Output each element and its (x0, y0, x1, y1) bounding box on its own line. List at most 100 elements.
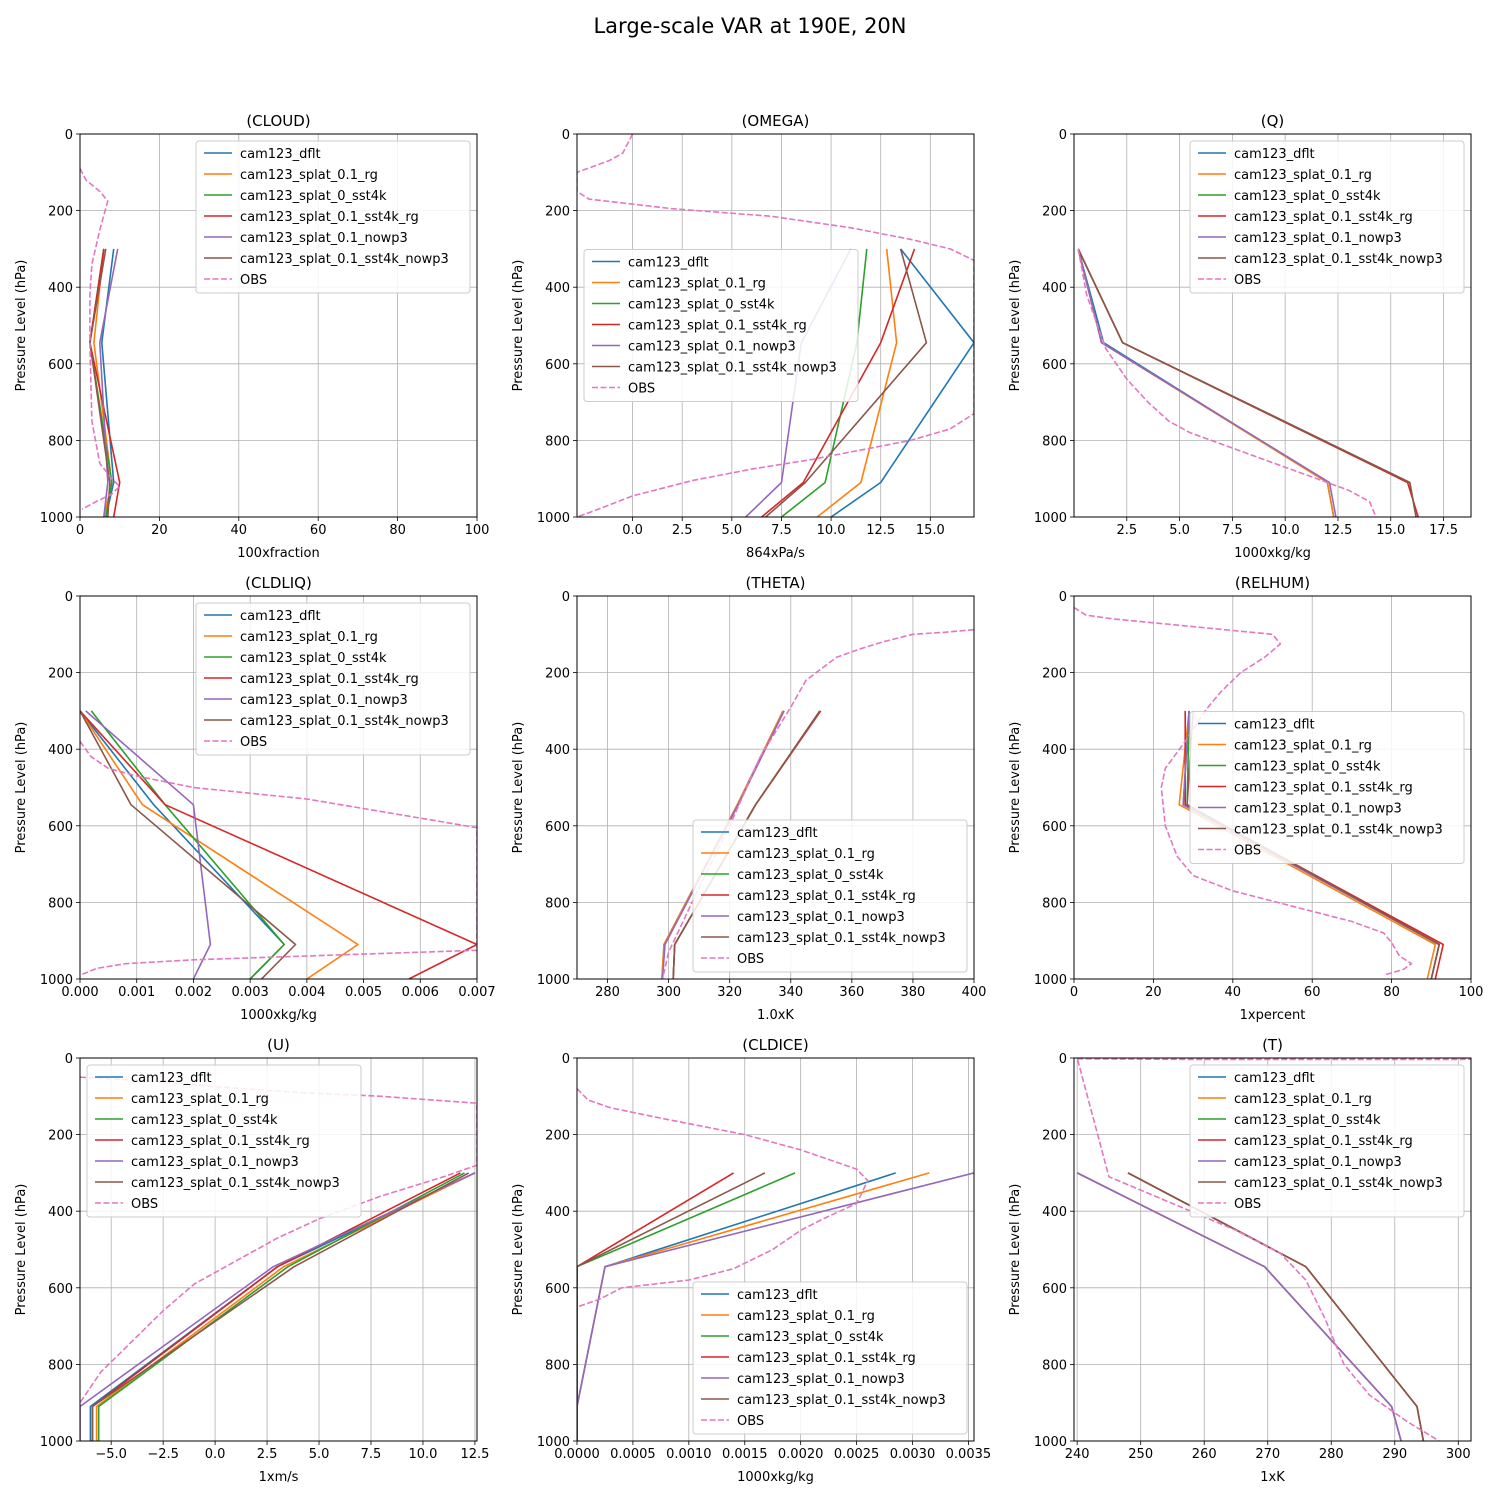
x-tick-label: 10.0 (817, 523, 846, 538)
axes-frame (79, 1057, 478, 1442)
series-line (816, 248, 898, 517)
legend-label: cam123_dflt (1234, 1071, 1315, 1086)
series-line (91, 1172, 470, 1441)
x-tick-label: −2.5 (147, 1447, 179, 1462)
y-tick-label: 1000 (1034, 973, 1067, 988)
x-tick-label: 7.5 (771, 523, 792, 538)
y-tick-label: 800 (545, 1358, 570, 1373)
legend-label: cam123_dflt (628, 256, 709, 271)
y-tick-label: 600 (48, 358, 73, 373)
legend-label: cam123_splat_0_sst4k (628, 298, 775, 313)
y-tick-label: 0 (65, 1052, 73, 1067)
legend-label: OBS (737, 952, 764, 967)
series-line (1077, 248, 1337, 517)
y-tick-label: 1000 (537, 973, 570, 988)
legend-box (692, 1281, 968, 1435)
y-tick-label: 1000 (40, 511, 73, 526)
y-tick-label: 0 (562, 590, 570, 605)
y-tick-label: 400 (545, 281, 570, 296)
axes-frame (1073, 1057, 1472, 1442)
legend-label: cam123_splat_0_sst4k (131, 1113, 278, 1128)
x-tick-label: 10.0 (1271, 523, 1300, 538)
x-tick-label: 0.003 (232, 985, 269, 1000)
series-line (577, 134, 974, 517)
chart-5: 280 300 320 340 360 380 400 0 200 400 600 800 1000 (T… (511, 574, 986, 1023)
x-tick-label: 260 (1192, 1447, 1217, 1462)
y-tick-label: 200 (545, 1129, 570, 1144)
subplot-title: (THETA) (746, 574, 806, 592)
y-tick-label: 200 (48, 205, 73, 220)
y-tick-label: 200 (545, 667, 570, 682)
legend: cam123_dflt cam123_splat_0.1_rg cam123_spl… (86, 1064, 362, 1218)
series-line (577, 1088, 869, 1308)
chart-2: 0.0 2.5 5.0 7.5 10.0 12.5 15.0 0 200 400 600 800 100… (511, 112, 975, 561)
series-line (80, 1172, 476, 1441)
series-line (101, 248, 115, 517)
x-tick-label: 280 (595, 985, 620, 1000)
legend: cam123_dflt cam123_splat_0.1_rg cam123_spl… (1189, 711, 1465, 864)
x-tick-label: 2.5 (257, 1447, 278, 1462)
y-tick-label: 400 (48, 281, 73, 296)
x-tick-label: 0 (1070, 985, 1078, 1000)
x-tick-label: 360 (839, 985, 864, 1000)
axes-frame (79, 133, 478, 518)
legend: cam123_dflt cam123_splat_0.1_rg cam123_spl… (1189, 140, 1465, 294)
x-tick-label: 7.5 (1222, 523, 1243, 538)
legend-label: cam123_dflt (240, 147, 321, 162)
series-line (1077, 248, 1417, 517)
x-tick-label: 40 (1225, 985, 1242, 1000)
legend-box (692, 819, 968, 973)
series-line (89, 248, 111, 517)
x-tick-label: 20 (1145, 985, 1162, 1000)
legend-label: cam123_splat_0.1_sst4k_rg (737, 1351, 916, 1366)
axes-frame (79, 595, 478, 980)
y-tick-label: 200 (1042, 205, 1067, 220)
series-line (89, 248, 121, 517)
legend-label: cam123_dflt (240, 609, 321, 624)
y-axis-label: Pressure Level (hPa) (1008, 1184, 1023, 1316)
legend-label: cam123_splat_0.1_nowp3 (1234, 802, 1402, 817)
legend-label: cam123_splat_0.1_nowp3 (1234, 1155, 1402, 1170)
series-group (80, 168, 121, 517)
axes-frame (1073, 133, 1472, 518)
x-tick-label: 0.0 (622, 523, 643, 538)
legend-label: cam123_dflt (737, 1288, 818, 1303)
series-line (99, 248, 119, 517)
y-tick-label: 400 (1042, 281, 1067, 296)
x-tick-label: 60 (1304, 985, 1321, 1000)
y-axis-label: Pressure Level (hPa) (1008, 260, 1023, 392)
series-line (577, 1172, 974, 1441)
x-tick-label: 250 (1128, 1447, 1153, 1462)
x-tick-label: 0.007 (458, 985, 495, 1000)
x-tick-label: 80 (389, 523, 406, 538)
legend: cam123_dflt cam123_splat_0.1_rg cam123_spl… (195, 140, 471, 294)
legend-label: cam123_splat_0.1_nowp3 (131, 1155, 299, 1170)
axes-frame (576, 133, 975, 518)
x-tick-label: 2.5 (1116, 523, 1137, 538)
x-tick-label: 15.0 (1376, 523, 1405, 538)
series-line (95, 1172, 476, 1441)
legend-label: cam123_splat_0_sst4k (737, 868, 884, 883)
legend-box (1189, 140, 1465, 294)
y-tick-label: 200 (48, 667, 73, 682)
series-line (85, 710, 212, 979)
y-tick-label: 800 (545, 896, 570, 911)
x-tick-label: 7.5 (361, 1447, 382, 1462)
x-tick-label: −5.0 (95, 1447, 127, 1462)
legend-label: cam123_splat_0.1_sst4k_rg (240, 672, 419, 687)
x-tick-label: 20 (151, 523, 168, 538)
series-line (80, 168, 121, 511)
series-group (577, 1088, 974, 1441)
y-tick-label: 0 (1059, 590, 1067, 605)
legend-label: cam123_splat_0.1_rg (1234, 739, 1372, 754)
y-tick-label: 800 (545, 434, 570, 449)
x-tick-label: 0.0015 (722, 1447, 768, 1462)
series-line (765, 248, 928, 517)
y-tick-label: 600 (545, 820, 570, 835)
x-axis-label: 100xfraction (237, 546, 319, 561)
x-tick-label: 240 (1065, 1447, 1090, 1462)
y-axis-label: Pressure Level (hPa) (511, 722, 526, 854)
legend-label: cam123_dflt (131, 1071, 212, 1086)
legend-label: cam123_splat_0_sst4k (1234, 1113, 1381, 1128)
legend-label: cam123_splat_0_sst4k (240, 651, 387, 666)
